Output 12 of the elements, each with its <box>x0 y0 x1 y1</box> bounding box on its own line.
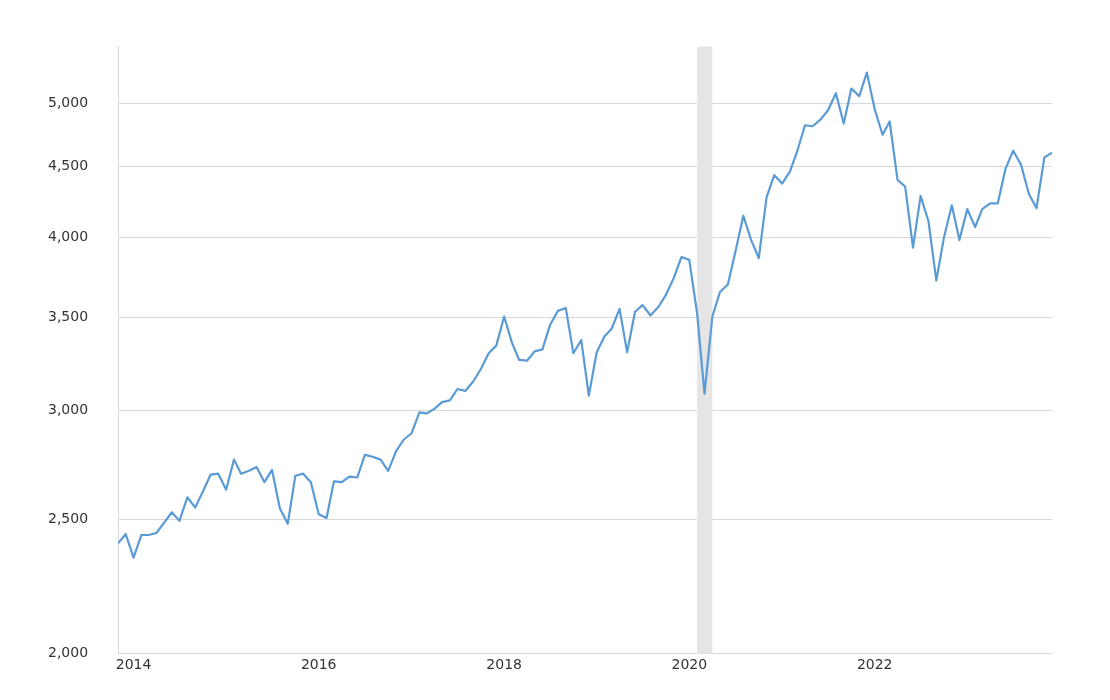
y-tick-label: 2,500 <box>47 510 89 527</box>
x-tick-label: 2018 <box>486 655 522 672</box>
y-tick-label: 3,500 <box>47 308 89 325</box>
y-tick-label: 5,000 <box>47 94 89 111</box>
y-tick-label: 2,000 <box>47 644 89 661</box>
x-tick-label: 2014 <box>115 655 152 672</box>
y-tick-label: 4,500 <box>47 157 89 174</box>
x-tick-label: 2020 <box>671 655 708 672</box>
y-tick-label: 4,000 <box>47 228 89 245</box>
x-tick-label: 2022 <box>856 655 893 672</box>
y-tick-label: 3,000 <box>47 400 89 417</box>
x-tick-label: 2016 <box>300 655 337 672</box>
